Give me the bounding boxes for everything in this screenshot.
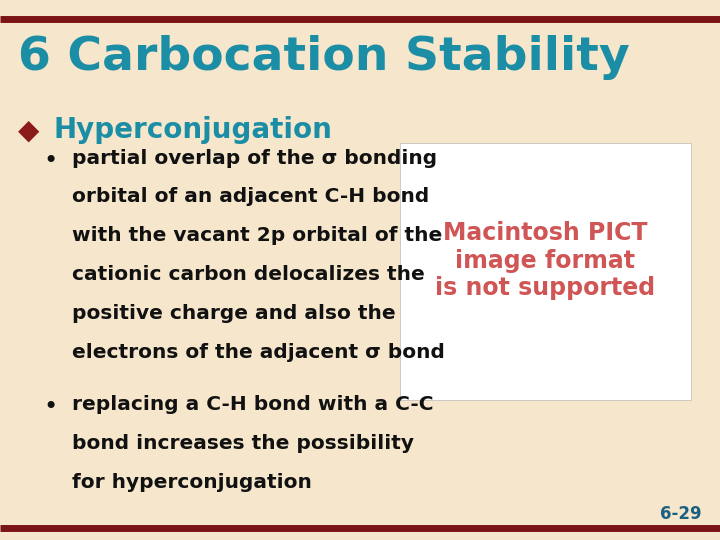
- Text: 6-29: 6-29: [660, 505, 702, 523]
- Text: for hyperconjugation: for hyperconjugation: [72, 473, 312, 492]
- Text: ◆: ◆: [18, 116, 40, 144]
- Text: bond increases the possibility: bond increases the possibility: [72, 434, 414, 453]
- Text: replacing a C-H bond with a C-C: replacing a C-H bond with a C-C: [72, 395, 433, 414]
- Text: positive charge and also the: positive charge and also the: [72, 304, 395, 323]
- FancyBboxPatch shape: [400, 143, 691, 400]
- Text: with the vacant 2p orbital of the: with the vacant 2p orbital of the: [72, 226, 442, 245]
- Text: Hyperconjugation: Hyperconjugation: [54, 116, 333, 144]
- Text: cationic carbon delocalizes the: cationic carbon delocalizes the: [72, 265, 425, 284]
- Text: Macintosh PICT
image format
is not supported: Macintosh PICT image format is not suppo…: [436, 221, 655, 300]
- Text: partial overlap of the σ bonding: partial overlap of the σ bonding: [72, 148, 437, 167]
- Text: electrons of the adjacent σ bond: electrons of the adjacent σ bond: [72, 343, 445, 362]
- Text: 6 Carbocation Stability: 6 Carbocation Stability: [18, 35, 629, 80]
- Text: orbital of an adjacent C-H bond: orbital of an adjacent C-H bond: [72, 187, 429, 206]
- Text: •: •: [43, 148, 58, 172]
- Text: •: •: [43, 395, 58, 419]
